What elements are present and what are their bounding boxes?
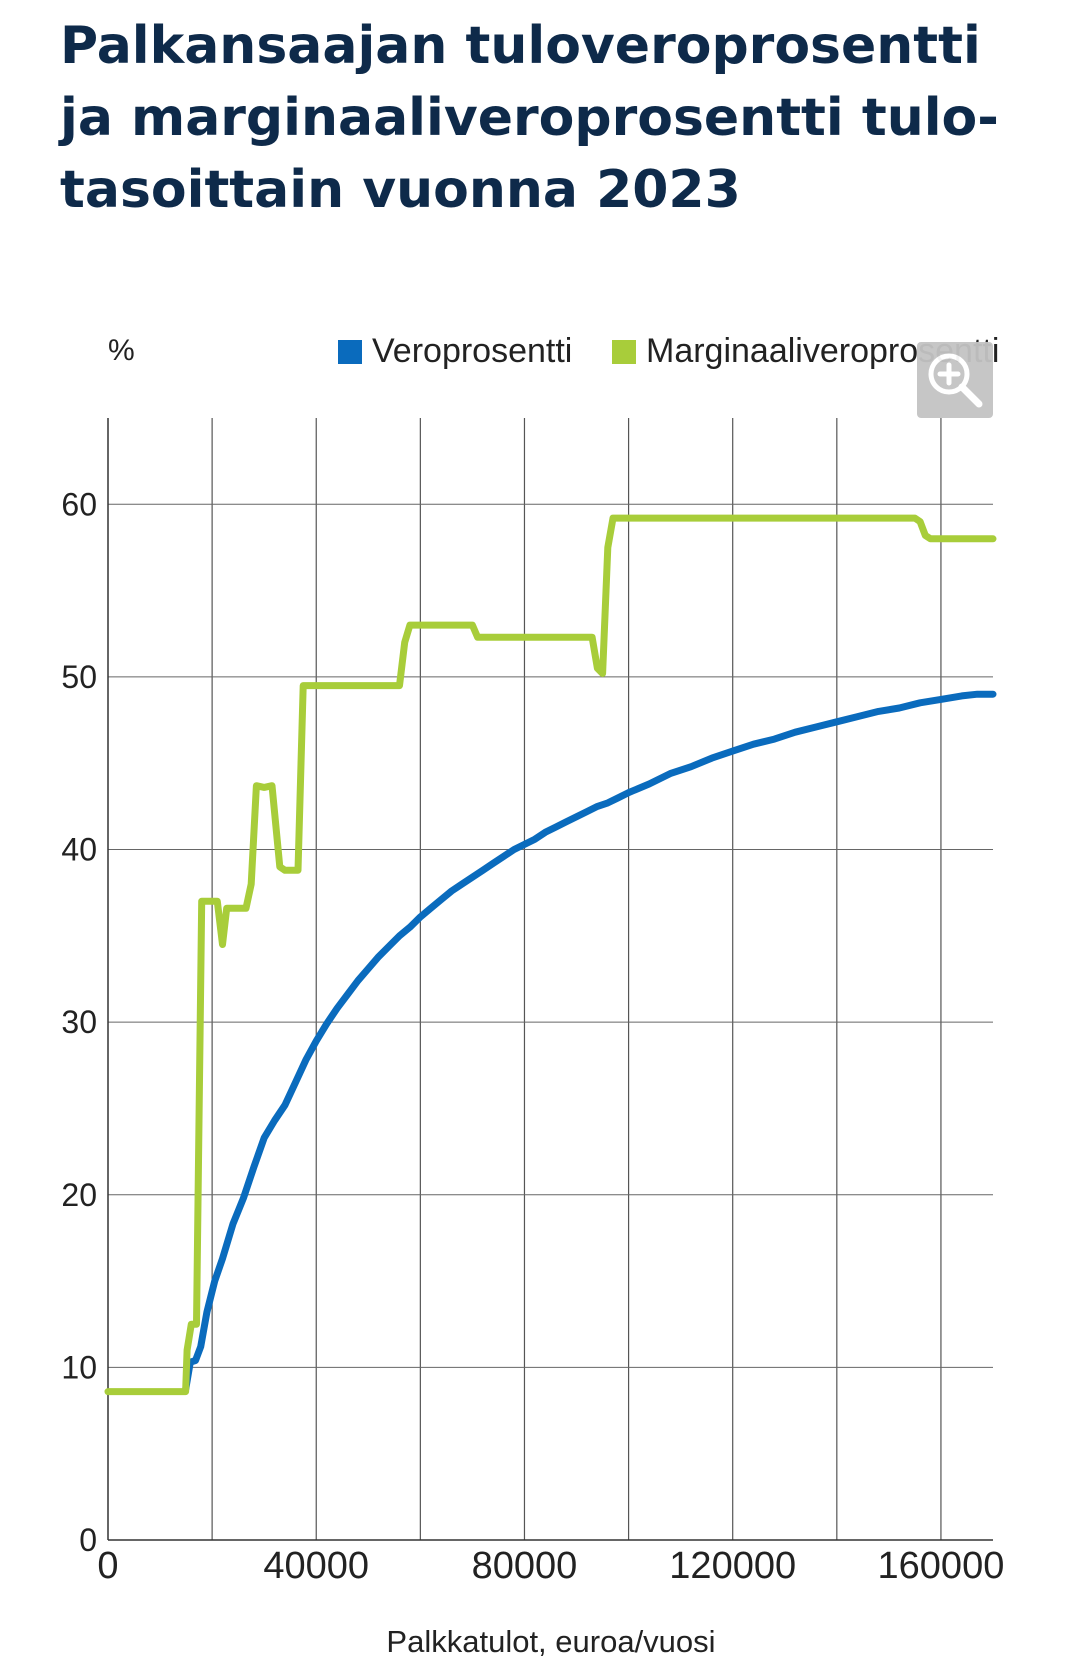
- y-tick-label: 20: [61, 1177, 97, 1213]
- x-tick-label: 80000: [472, 1545, 578, 1587]
- zoom-in-button[interactable]: [917, 342, 993, 418]
- x-tick-label: 40000: [263, 1545, 369, 1587]
- y-axis-label: %: [108, 334, 135, 367]
- x-axis-label: Palkkatulot, euroa/vuosi: [386, 1624, 715, 1659]
- x-tick-label: 0: [97, 1545, 118, 1587]
- series-line-marginaaliveroprosentti: [104, 514, 997, 1396]
- series-lines: [104, 514, 997, 1396]
- axes: 0 10 20 30 40 50 60 0 40000 80000 120000 160000: [61, 418, 1004, 1587]
- legend: Veroprosentti Marginaaliveroprosentti: [338, 332, 999, 370]
- series-line-veroprosentti: [182, 690, 997, 1394]
- x-tick-label: 120000: [669, 1545, 796, 1587]
- y-tick-label: 30: [61, 1004, 97, 1040]
- y-tick-label: 0: [79, 1522, 97, 1558]
- y-tick-label: 10: [61, 1349, 97, 1385]
- x-tick-label: 160000: [878, 1545, 1005, 1587]
- chart-title: Palkansaajan tuloveroprosentti ja margin…: [60, 16, 999, 220]
- legend-label: Veroprosentti: [372, 332, 572, 370]
- grid-lines: [108, 418, 993, 1540]
- legend-swatch: [612, 340, 636, 364]
- y-tick-label: 50: [61, 659, 97, 695]
- y-tick-label: 60: [61, 486, 97, 522]
- magnifier-plus-icon: [928, 353, 983, 408]
- legend-swatch: [338, 340, 362, 364]
- y-tick-label: 40: [61, 832, 97, 868]
